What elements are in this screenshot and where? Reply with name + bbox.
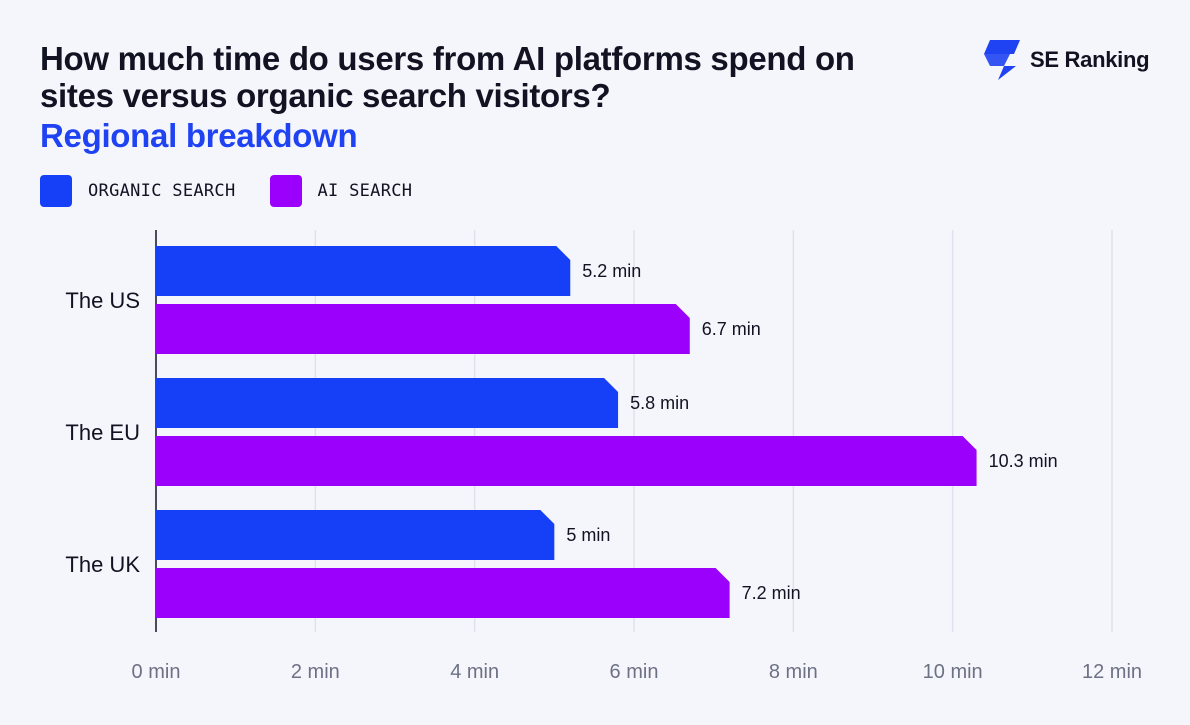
brand-logo: SE Ranking [984, 40, 1150, 80]
data-label-0-0: 5.2 min [582, 261, 641, 281]
chart-title: How much time do users from AI platforms… [40, 40, 855, 114]
legend-item-ai: AI SEARCH [269, 175, 413, 207]
brand-name: SE Ranking [1030, 47, 1150, 72]
x-tick-label-1: 2 min [291, 661, 340, 683]
x-tick-label-3: 6 min [610, 661, 659, 683]
legend-label-ai: AI SEARCH [317, 181, 413, 201]
legend-swatch-organic [40, 175, 72, 207]
legend-label-organic: ORGANIC SEARCH [88, 181, 236, 201]
chart-subtitle: Regional breakdown [40, 117, 358, 154]
data-label-0-1: 5.8 min [630, 393, 689, 413]
bar-1-2 [156, 568, 730, 618]
data-label-1-0: 6.7 min [702, 319, 761, 339]
bar-0-2 [156, 510, 555, 560]
legend-item-organic: ORGANIC SEARCH [40, 175, 236, 207]
category-label-2: The UK [65, 552, 140, 577]
bar-1-1 [156, 436, 977, 486]
x-tick-label-4: 8 min [769, 661, 818, 683]
bar-0-1 [156, 378, 619, 428]
legend-swatch-ai [269, 175, 302, 207]
x-tick-label-6: 12 min [1082, 661, 1142, 683]
x-tick-label-2: 4 min [450, 661, 499, 683]
category-label-0: The US [65, 288, 140, 313]
x-tick-label-5: 10 min [923, 661, 983, 683]
bar-1-0 [156, 304, 690, 354]
data-label-0-2: 5 min [566, 525, 610, 545]
x-tick-label-0: 0 min [132, 661, 181, 683]
bar-0-0 [156, 246, 571, 296]
category-label-1: The EU [65, 420, 140, 445]
chart-legend: ORGANIC SEARCH AI SEARCH [40, 175, 446, 207]
se-ranking-logo-icon [984, 40, 1020, 80]
data-label-1-2: 7.2 min [742, 583, 801, 603]
data-label-1-1: 10.3 min [989, 451, 1058, 471]
